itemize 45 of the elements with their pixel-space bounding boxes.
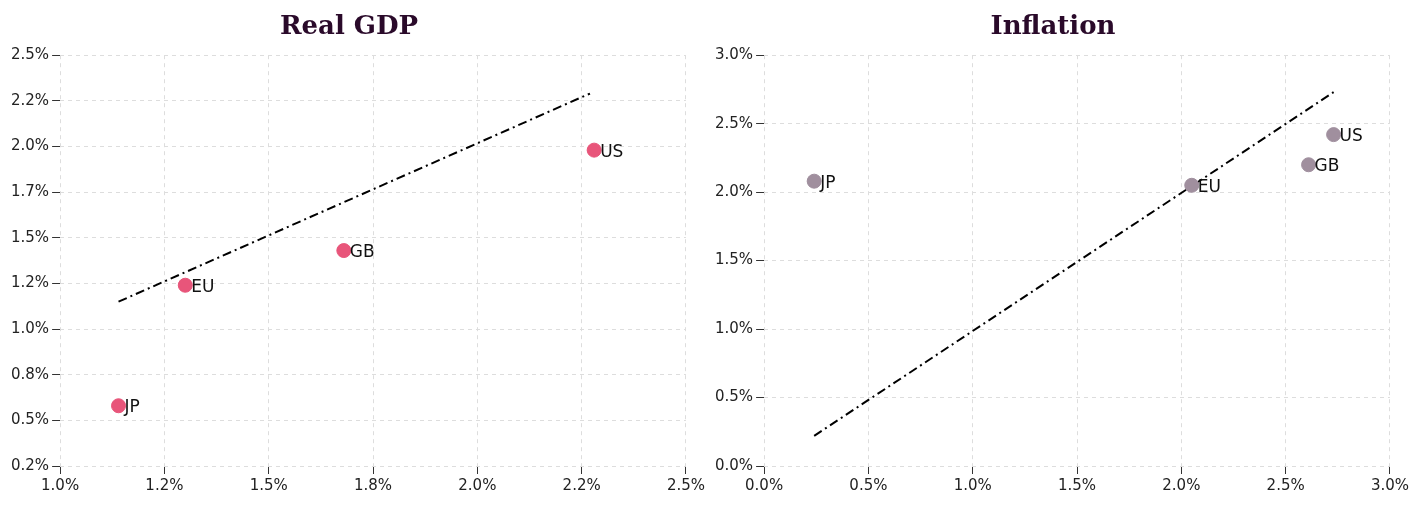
y-tick-label: 2.5%: [11, 45, 50, 64]
data-label: EU: [191, 275, 215, 296]
data-label: JP: [819, 171, 836, 192]
y-tick-label: 1.7%: [11, 182, 50, 201]
y-tick-label: 1.5%: [11, 227, 50, 246]
data-label: JP: [123, 396, 140, 417]
x-tick-label: 1.0%: [953, 475, 992, 494]
y-tick-label: 2.2%: [11, 90, 50, 109]
y-tick-label: 1.0%: [715, 318, 754, 337]
data-label: US: [1339, 125, 1363, 146]
y-tick-label: 2.0%: [11, 136, 50, 155]
point: [586, 142, 602, 158]
point: [1326, 127, 1342, 143]
x-tick-label: 2.2%: [562, 475, 601, 494]
y-tick-label: 2.0%: [715, 182, 754, 201]
x-tick-label: 1.5%: [249, 475, 288, 494]
y-tick-label: 2.5%: [715, 113, 754, 132]
chart-title: Inflation: [990, 10, 1116, 41]
x-tick-label: 0.5%: [849, 475, 888, 494]
chart-title: Real GDP: [279, 10, 419, 41]
x-tick-label: 1.5%: [1057, 475, 1097, 494]
data-label: US: [600, 140, 624, 161]
y-tick-label: 1.5%: [715, 250, 754, 269]
y-tick-label: 3.0%: [715, 45, 754, 64]
point: [177, 277, 193, 293]
x-tick-label: 3.0%: [1370, 475, 1409, 494]
y-tick-label: 1.0%: [11, 318, 50, 337]
data-label: GB: [1314, 155, 1340, 176]
y-tick-label: 0.5%: [11, 410, 50, 429]
x-tick-label: 2.5%: [666, 475, 705, 494]
y-tick-label: 0.5%: [715, 387, 754, 406]
data-label: GB: [349, 240, 375, 261]
data-label: EU: [1197, 175, 1221, 196]
point: [1184, 177, 1200, 193]
y-tick-label: 1.2%: [11, 273, 50, 292]
x-tick-label: 1.0%: [41, 475, 80, 494]
x-tick-label: 2.5%: [1266, 475, 1305, 494]
y-tick-label: 0.8%: [11, 364, 50, 383]
x-tick-label: 2.0%: [458, 475, 497, 494]
x-tick-label: 1.8%: [353, 475, 393, 494]
y-tick-label: 0.0%: [715, 455, 754, 474]
x-tick-label: 0.0%: [745, 475, 784, 494]
y-tick-label: 0.2%: [11, 455, 50, 474]
x-tick-label: 1.2%: [145, 475, 184, 494]
x-tick-label: 2.0%: [1162, 475, 1201, 494]
